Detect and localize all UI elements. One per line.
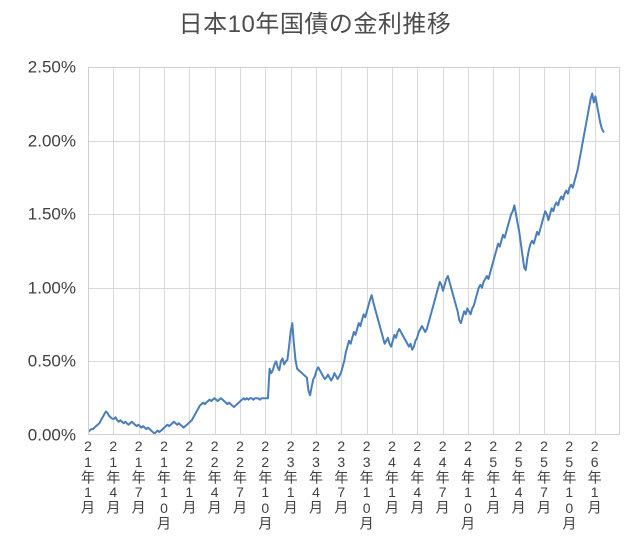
x-axis-tick-label: 24年4月	[409, 438, 426, 514]
x-axis-tick-label: 23年10月	[358, 438, 375, 530]
x-axis-tick-label: 25年1月	[485, 438, 502, 514]
y-axis-tick-label: 0.00%	[27, 425, 76, 445]
chart-title: 日本10年国債の金利推移	[178, 11, 452, 38]
x-axis-tick-label: 21年4月	[105, 438, 122, 514]
x-axis-tick-label: 24年1月	[384, 438, 400, 514]
x-axis-tick-label: 26年1月	[586, 438, 603, 514]
x-axis-tick-label: 23年4月	[308, 438, 324, 514]
x-axis: 21年1月 21年4月 21年7月 21年10月 22年1月 22年4月 22年7月 22年1…	[80, 438, 620, 538]
y-axis-tick-label: 1.50%	[27, 204, 76, 224]
x-axis-tick-label: 22年7月	[232, 438, 248, 514]
y-axis: 0.00% 0.50% 1.00% 1.50% 2.00% 2.50%	[0, 59, 82, 444]
x-axis-tick-label: 21年10月	[156, 438, 172, 530]
x-axis-tick-label: 22年1月	[181, 438, 198, 514]
y-axis-tick-label: 0.50%	[27, 351, 76, 371]
y-axis-tick-label: 1.00%	[27, 278, 76, 298]
line-chart-svg	[88, 67, 620, 435]
plot-area	[88, 67, 620, 435]
y-axis-tick-label: 2.00%	[27, 131, 76, 151]
x-axis-tick-label: 22年10月	[257, 438, 274, 530]
x-axis-tick-label: 23年7月	[333, 438, 350, 514]
x-axis-tick-label: 25年7月	[536, 438, 552, 514]
x-axis-tick-label: 23年1月	[282, 438, 299, 514]
y-axis-tick-label: 2.50%	[27, 57, 76, 77]
x-axis-tick-label: 25年10月	[561, 438, 578, 530]
x-axis-tick-label: 24年7月	[434, 438, 451, 514]
horizontal-gridlines	[88, 67, 620, 362]
x-axis-tick-label: 25年4月	[510, 438, 527, 514]
yield-line-series	[88, 92, 605, 435]
x-axis-tick-label: 21年1月	[80, 438, 96, 514]
x-axis-tick-label: 22年4月	[206, 438, 223, 514]
plot-border	[88, 67, 620, 435]
x-axis-tick-label: 21年7月	[130, 438, 147, 514]
vertical-gridlines	[88, 67, 596, 435]
x-axis-tick-label: 24年10月	[460, 438, 476, 530]
